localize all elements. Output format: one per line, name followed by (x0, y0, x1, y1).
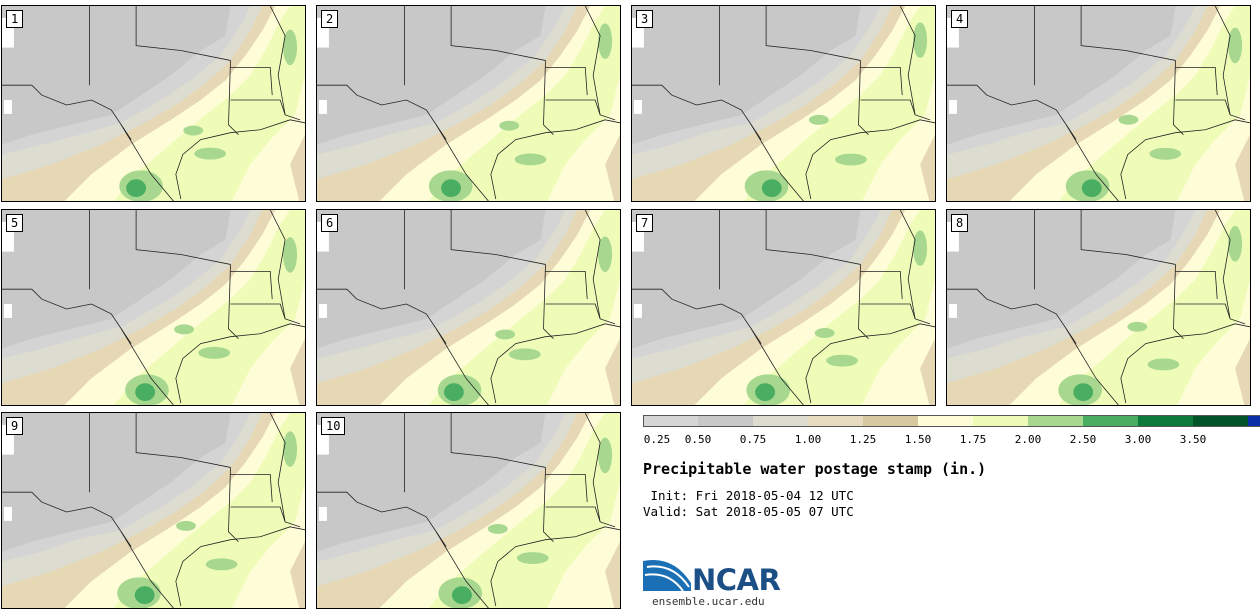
colorbar-tick-label: 1.75 (959, 433, 987, 446)
colorbar-swatch (863, 415, 918, 427)
colorbar-tick-label: 1.50 (904, 433, 932, 446)
panel-label: 10 (321, 417, 346, 435)
colorbar-swatch (643, 415, 698, 427)
colorbar-tick-label: 2.00 (1014, 433, 1042, 446)
pw-map (2, 413, 305, 608)
colorbar-swatch (1083, 415, 1138, 427)
panel-label: 6 (321, 214, 339, 232)
pw-map (632, 210, 935, 405)
map-panel-5: 5 (1, 209, 306, 406)
panel-label: 2 (321, 10, 339, 28)
map-panel-4: 4 (946, 5, 1251, 202)
colorbar-tick-label: 3.50 (1179, 433, 1207, 446)
colorbar-tick-label: 3.00 (1124, 433, 1152, 446)
map-panel-7: 7 (631, 209, 936, 406)
logo-url: ensemble.ucar.edu (652, 595, 765, 608)
colorbar-tick-label: 0.50 (684, 433, 712, 446)
colorbar-swatch (1028, 415, 1083, 427)
pw-map (317, 210, 620, 405)
pw-map (317, 413, 620, 608)
valid-time: Valid: Sat 2018-05-05 07 UTC (643, 504, 854, 519)
panel-label: 4 (951, 10, 969, 28)
colorbar-swatch (808, 415, 863, 427)
colorbar-tick-label: 0.75 (739, 433, 767, 446)
pw-map (317, 6, 620, 201)
pw-map (947, 210, 1250, 405)
colorbar-tick-label: 1.00 (794, 433, 822, 446)
pw-map (2, 210, 305, 405)
map-panel-2: 2 (316, 5, 621, 202)
colorbar-tick-label: 2.50 (1069, 433, 1097, 446)
colorbar-tick-label: 1.25 (849, 433, 877, 446)
panel-label: 8 (951, 214, 969, 232)
map-panel-10: 10 (316, 412, 621, 609)
panel-label: 9 (6, 417, 24, 435)
map-panel-9: 9 (1, 412, 306, 609)
plot-title: Precipitable water postage stamp (in.) (643, 460, 987, 478)
pw-map (632, 6, 935, 201)
pw-map (2, 6, 305, 201)
colorbar-swatch (1248, 415, 1260, 427)
colorbar-swatch (698, 415, 753, 427)
colorbar-swatch (1193, 415, 1248, 427)
map-panel-1: 1 (1, 5, 306, 202)
colorbar-swatch (973, 415, 1028, 427)
map-panel-6: 6 (316, 209, 621, 406)
colorbar-swatch (918, 415, 973, 427)
map-panel-3: 3 (631, 5, 936, 202)
map-panel-8: 8 (946, 209, 1251, 406)
panel-label: 5 (6, 214, 24, 232)
ncar-logo (643, 559, 691, 592)
colorbar-tick-label: 0.25 (643, 433, 671, 446)
pw-map (947, 6, 1250, 201)
ncar-logo-text: NCAR (692, 563, 781, 597)
panel-label: 3 (636, 10, 654, 28)
init-time: Init: Fri 2018-05-04 12 UTC (643, 488, 854, 503)
panel-label: 1 (6, 10, 24, 28)
panel-label: 7 (636, 214, 654, 232)
colorbar-swatch (753, 415, 808, 427)
colorbar-swatch (1138, 415, 1193, 427)
